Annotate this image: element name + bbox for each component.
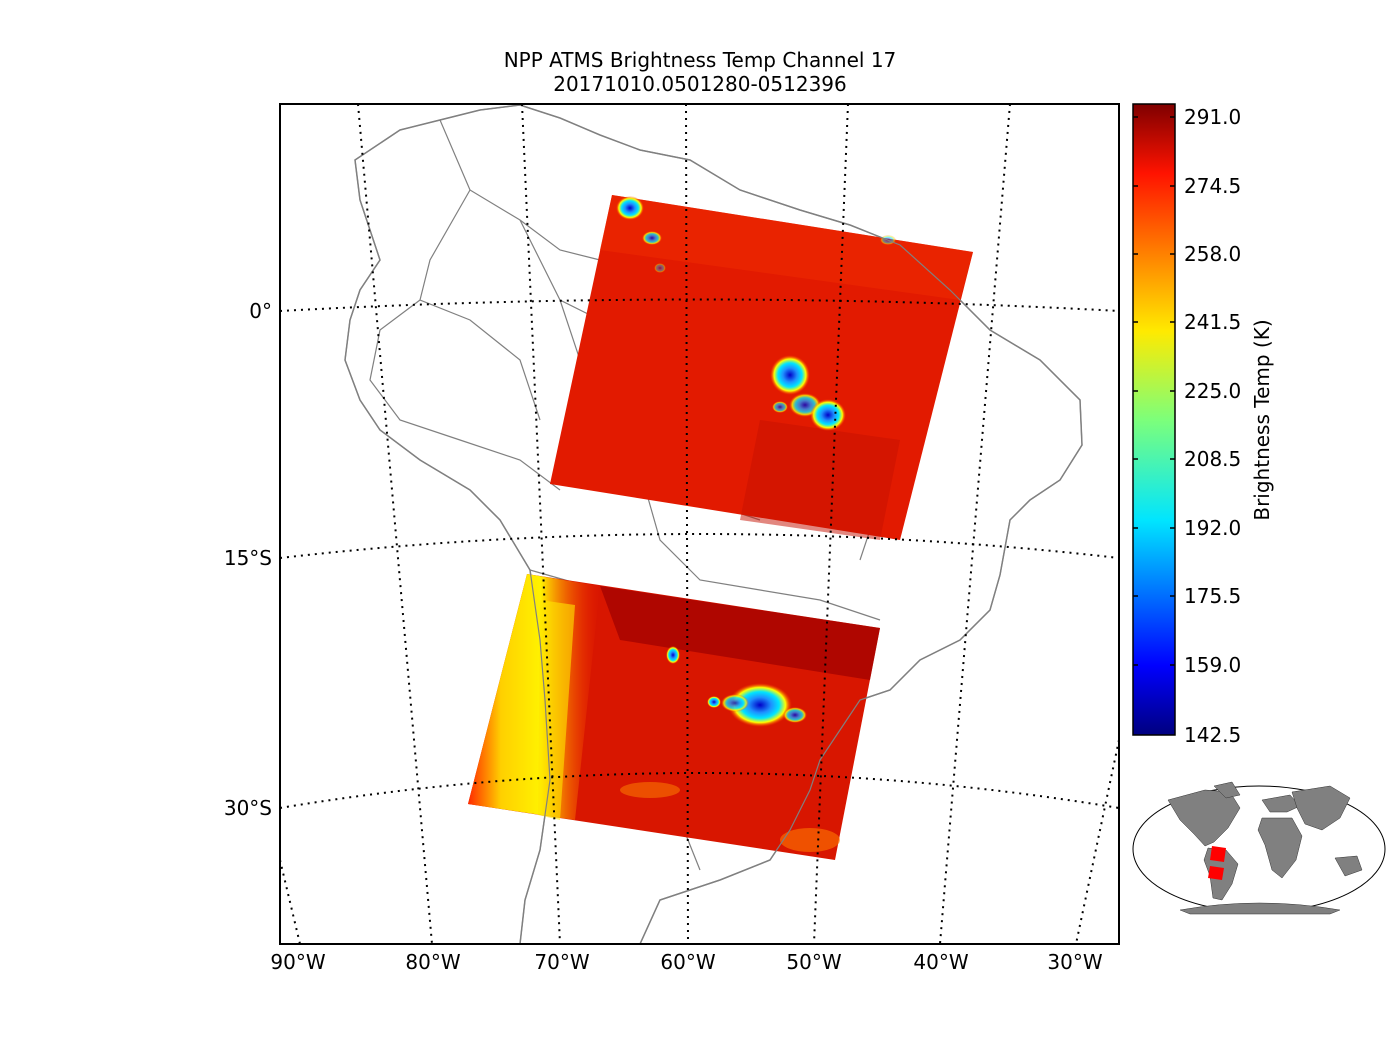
colorbar-tick: 291.0 bbox=[1184, 105, 1242, 129]
colorbar-tick: 258.0 bbox=[1184, 242, 1242, 266]
colorbar-tick: 241.5 bbox=[1184, 310, 1242, 334]
lat-label-15s: 15°S bbox=[223, 546, 272, 570]
colorbar-tick: 175.5 bbox=[1184, 584, 1242, 608]
lon-label-60w: 60°W bbox=[660, 950, 716, 974]
colorbar-label: Brightness Temp (K) bbox=[1250, 319, 1274, 521]
map-area bbox=[280, 104, 1119, 944]
lon-label-80w: 80°W bbox=[405, 950, 461, 974]
lon-label-50w: 50°W bbox=[786, 950, 842, 974]
lon-label-40w: 40°W bbox=[913, 950, 969, 974]
lon-label-90w: 90°W bbox=[270, 950, 326, 974]
map-frame bbox=[279, 103, 1120, 945]
lon-label-70w: 70°W bbox=[534, 950, 590, 974]
lon-label-30w: 30°W bbox=[1047, 950, 1103, 974]
colorbar bbox=[1132, 103, 1176, 736]
granule-north bbox=[550, 195, 973, 540]
map-subtitle: 20171010.0501280-0512396 bbox=[553, 72, 847, 96]
colorbar-tick: 192.0 bbox=[1184, 516, 1242, 540]
inset-world-map bbox=[1132, 781, 1386, 915]
colorbar-tick: 142.5 bbox=[1184, 723, 1242, 747]
graticule bbox=[280, 104, 1119, 944]
map-title: NPP ATMS Brightness Temp Channel 17 bbox=[503, 48, 897, 72]
colorbar-tick: 159.0 bbox=[1184, 653, 1242, 677]
lat-label-30s: 30°S bbox=[223, 796, 272, 820]
lat-label-0: 0° bbox=[249, 299, 272, 323]
colorbar-tick: 208.5 bbox=[1184, 447, 1242, 471]
granule-south bbox=[468, 574, 880, 860]
colorbar-tick: 274.5 bbox=[1184, 174, 1242, 198]
colorbar-tick: 225.0 bbox=[1184, 379, 1242, 403]
